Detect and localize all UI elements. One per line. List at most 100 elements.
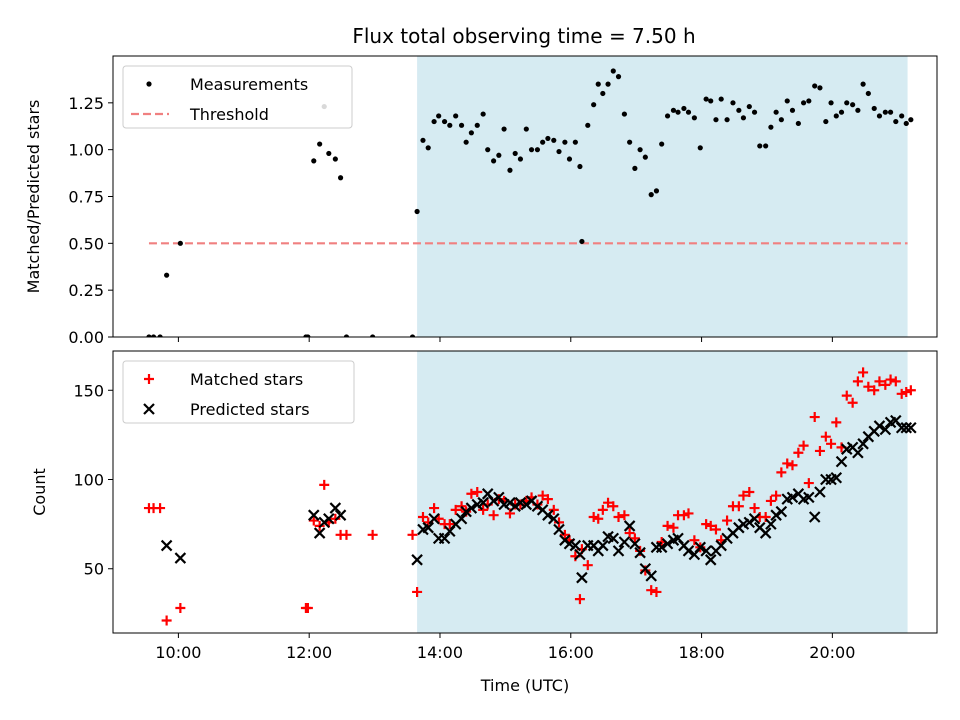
top-dot-point: [566, 156, 573, 162]
bottom-plus-point: [554, 517, 565, 528]
top-dot-point: [795, 120, 801, 127]
bottom-x-point: [411, 554, 423, 566]
bottom-x-point: [504, 496, 516, 509]
bottom-plus-point: [798, 440, 809, 451]
top-dot-point: [724, 117, 730, 123]
top-dot-point: [447, 122, 453, 128]
top-dot-point: [605, 81, 611, 87]
top-dot-point: [523, 126, 529, 132]
bottom-plus-point: [841, 390, 852, 401]
top-dot-point: [332, 156, 338, 162]
bottom-legend-box: [122, 360, 355, 424]
bottom-x-point: [857, 438, 869, 450]
bottom-xtick-label: 20:00: [809, 643, 855, 662]
bottom-x-point: [531, 500, 544, 513]
bottom-x-point: [661, 537, 674, 550]
bottom-plus-point: [651, 586, 662, 597]
top-legend-label: Measurements: [190, 75, 308, 94]
bottom-x-point: [895, 421, 908, 434]
figure-title: Flux total observing time = 7.50 h: [352, 24, 695, 48]
bottom-plus-point: [744, 487, 755, 497]
top-dot-point: [534, 147, 541, 153]
bottom-plus-point: [782, 458, 793, 469]
top-dot-point: [595, 81, 601, 87]
bottom-plus-point: [629, 533, 640, 544]
bottom-plus-point: [826, 438, 837, 449]
top-dot-point: [528, 147, 535, 153]
bottom-x-point: [569, 539, 582, 552]
bottom-plus-point: [738, 490, 749, 501]
top-legend-label: Threshold: [189, 105, 269, 124]
top-dot-point: [317, 141, 323, 147]
bottom-legend-swatch: [144, 374, 154, 384]
bottom-xtick-label: 18:00: [679, 643, 725, 662]
top-dot-point: [708, 98, 714, 104]
bottom-plus-point: [776, 467, 787, 478]
top-dot-point: [441, 118, 448, 125]
bottom-x-point: [574, 548, 586, 561]
bottom-plus-point: [803, 478, 814, 489]
bottom-x-point: [830, 471, 843, 484]
top-dot-point: [177, 240, 183, 246]
bottom-series-1: [160, 414, 917, 584]
top-dot-point: [685, 109, 692, 115]
bottom-x-point: [438, 532, 451, 545]
top-dot-point: [828, 100, 834, 106]
top-dot-point: [757, 143, 763, 149]
top-dot-point: [817, 85, 823, 91]
bottom-plus-point: [548, 504, 559, 515]
bottom-x-point: [477, 496, 489, 509]
top-dot-point: [893, 118, 899, 125]
top-dot-point: [664, 113, 671, 119]
top-dot-point: [485, 147, 491, 153]
bottom-plus-point: [542, 494, 553, 505]
top-observing-span: [417, 56, 908, 337]
top-dot-point: [697, 145, 703, 151]
bottom-x-point: [759, 527, 772, 539]
bottom-x-point: [493, 491, 505, 504]
bottom-x-point: [455, 512, 468, 525]
bottom-x-point: [509, 500, 521, 513]
bottom-plus-point: [417, 511, 428, 522]
top-dot-point: [453, 113, 459, 119]
top-dot-point: [425, 145, 431, 151]
bottom-plus-point: [341, 529, 352, 540]
bottom-series-0: [143, 367, 916, 626]
bottom-x-point: [770, 509, 782, 521]
top-dot-point: [512, 150, 518, 157]
bottom-plus-point: [559, 529, 570, 540]
top-dot-point: [681, 105, 687, 112]
top-dot-point: [577, 163, 583, 170]
bottom-plus-point: [624, 528, 635, 539]
top-dot-point: [337, 175, 344, 181]
bottom-plus-point: [302, 603, 313, 614]
top-dot-point: [150, 334, 157, 337]
bottom-x-point: [786, 491, 799, 504]
bottom-plus-point: [444, 519, 455, 530]
bottom-plus-point: [787, 460, 798, 471]
top-dot-point: [908, 117, 914, 123]
top-dot-point: [653, 188, 660, 194]
top-ytick-label: 0.75: [68, 188, 104, 207]
bottom-x-point: [835, 455, 848, 468]
bottom-plus-point: [705, 520, 716, 531]
top-dot-point: [556, 148, 562, 155]
bottom-x-point: [694, 541, 707, 554]
bottom-x-point: [700, 545, 712, 557]
top-dot-point: [572, 139, 578, 145]
bottom-legend-label: Matched stars: [190, 370, 303, 389]
bottom-plus-point: [710, 524, 721, 535]
top-dot-point: [409, 334, 416, 337]
bottom-plus-point: [793, 447, 804, 458]
top-dot-point: [627, 139, 633, 145]
bottom-x-point: [743, 516, 756, 529]
top-dot-point: [736, 107, 742, 113]
top-ytick-label: 0.25: [68, 281, 104, 300]
bottom-x-point: [623, 520, 636, 532]
bottom-x-point: [803, 491, 815, 504]
top-dot-point: [585, 122, 591, 128]
bottom-legend: Matched stars Predicted stars: [122, 360, 355, 424]
bottom-plus-point: [905, 385, 916, 396]
top-dot-point: [703, 96, 709, 102]
bottom-ytick-label: 50: [84, 560, 104, 579]
